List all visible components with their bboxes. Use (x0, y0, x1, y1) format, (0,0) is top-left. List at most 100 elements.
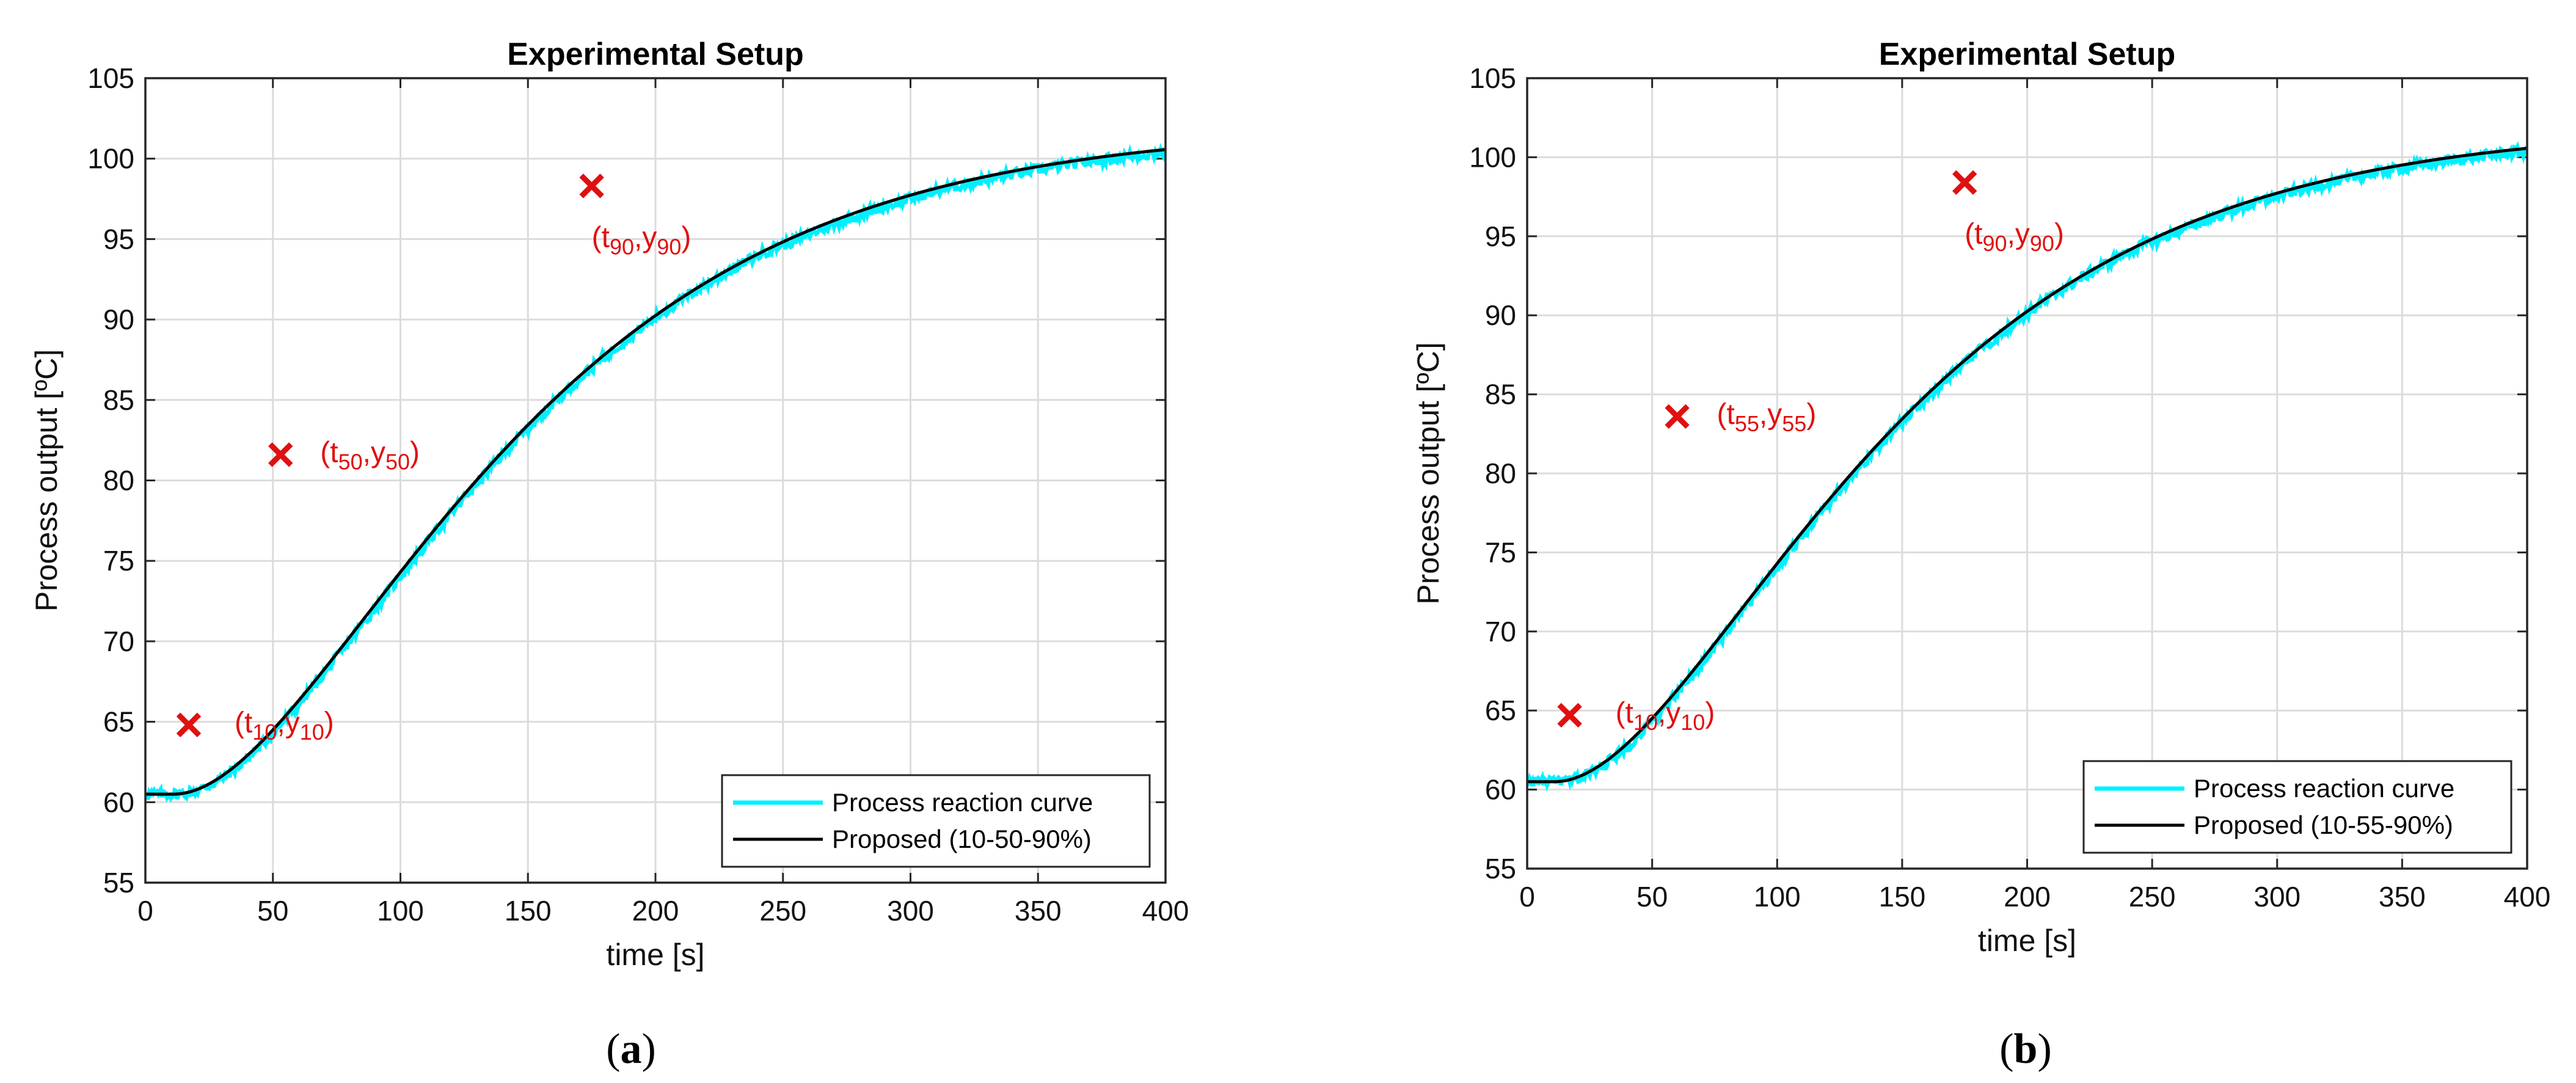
marker-subscript: 90 (610, 234, 634, 259)
y-tick-label: 55 (1485, 853, 1516, 884)
x-tick-label: 250 (759, 895, 806, 927)
y-tick-label: 85 (1485, 379, 1516, 410)
marker-label-text: ,y (1759, 398, 1782, 431)
marker-label-text: (t (235, 707, 252, 739)
legend: Process reaction curve Proposed (10-50-90… (721, 774, 1151, 868)
y-tick-label: 105 (87, 62, 134, 94)
marker-subscript: 90 (2030, 231, 2054, 256)
y-tick-label: 100 (87, 143, 134, 175)
y-tick-label: 60 (1485, 774, 1516, 806)
x-tick-label: 300 (887, 895, 934, 927)
legend-label: Proposed (10-55-90%) (2194, 811, 2453, 839)
marker-x-stroke (1557, 702, 1582, 728)
marker-point (1557, 702, 1582, 728)
marker-subscript: 50 (338, 449, 363, 474)
marker-subscript: 10 (1633, 710, 1658, 735)
x-tick-label: 0 (137, 895, 153, 927)
x-tick-label: 250 (2129, 881, 2176, 913)
legend: Process reaction curve Proposed (10-55-90… (2082, 760, 2512, 854)
axes-box (144, 77, 1167, 884)
marker-subscript: 90 (657, 234, 681, 259)
y-axis-label: Process output [ºC] (29, 349, 64, 612)
marker-label-text: ) (324, 707, 334, 739)
x-tick-label: 150 (505, 895, 552, 927)
marker-label-text: ,y (363, 436, 385, 469)
subfigure-caption-part: b (2014, 1026, 2038, 1073)
marker-point (176, 712, 202, 738)
plot-area (1527, 141, 2527, 792)
series-proposed-model (1527, 147, 2527, 784)
marker-subscript: 50 (385, 449, 410, 474)
marker-annotation: (t90,y90) (592, 221, 691, 259)
x-tick-label: 350 (1015, 895, 1062, 927)
chart-title: Experimental Setup (507, 37, 803, 72)
x-axis-label: time [s] (1978, 924, 2076, 958)
subfigure-caption-part: ( (606, 1026, 620, 1073)
marker-point (579, 173, 604, 199)
x-tick-label: 400 (2504, 881, 2551, 913)
marker-label-text: (t (592, 221, 610, 253)
marker-label-text: ) (1806, 398, 1816, 431)
marker-x-stroke (1952, 170, 1977, 195)
marker-label-text: ,y (277, 707, 299, 739)
x-axis-label: time [s] (606, 938, 704, 972)
y-tick-label: 95 (1485, 221, 1516, 252)
subfigure-caption-part: ) (2037, 1026, 2051, 1073)
y-tick-label: 55 (103, 867, 134, 899)
chart-panel-a: Experimental Setup 0 50 100 150 200 250 300 350 4… (29, 37, 1189, 1073)
plot-area (145, 142, 1166, 803)
axes-box (1526, 77, 2528, 870)
marker-label-text: (t (1965, 218, 1982, 250)
y-tick-label: 75 (1485, 536, 1516, 568)
legend-label: Process reaction curve (2194, 774, 2454, 803)
y-tick-label: 65 (1485, 695, 1516, 726)
marker-label-text: (t (1717, 398, 1735, 431)
y-tick-label: 90 (103, 304, 134, 335)
marker-annotation: (t90,y90) (1965, 218, 2064, 256)
marker-label-text: ,y (2007, 218, 2030, 250)
x-tick-label: 200 (2004, 881, 2051, 913)
series-proposed-model (145, 148, 1166, 796)
marker-x-stroke (268, 442, 293, 467)
y-tick-label: 90 (1485, 299, 1516, 331)
y-tick-label: 70 (1485, 616, 1516, 647)
subfigure-caption: (a) (606, 1026, 656, 1073)
marker-subscript: 90 (1983, 231, 2007, 256)
x-tick-label: 400 (1142, 895, 1189, 927)
marker-point (1665, 404, 1690, 429)
series-process-reaction-curve (1527, 141, 2527, 792)
marker-point (268, 442, 293, 467)
marker-label-text: ) (681, 221, 691, 253)
x-tick-label: 50 (257, 895, 288, 927)
x-tick-label: 100 (377, 895, 424, 927)
x-tick-label: 200 (632, 895, 679, 927)
y-tick-label: 95 (103, 223, 134, 255)
y-tick-label: 105 (1469, 62, 1516, 94)
subfigure-caption: (b) (1999, 1026, 2052, 1073)
x-tick-label: 350 (2379, 881, 2426, 913)
y-tick-label: 70 (103, 625, 134, 657)
legend-box (2082, 760, 2512, 854)
x-tick-label: 100 (1754, 881, 1801, 913)
marker-label-text: ) (410, 436, 420, 469)
marker-label-text: ,y (1658, 697, 1680, 729)
legend-box (721, 774, 1151, 868)
marker-x-stroke (176, 712, 202, 738)
marker-label-text: ) (2054, 218, 2064, 250)
marker-subscript: 55 (1782, 411, 1806, 436)
marker-label-text: ) (1705, 697, 1715, 729)
marker-subscript: 10 (1680, 710, 1705, 735)
subfigure-caption-part: ( (1999, 1026, 2013, 1073)
marker-x-stroke (1665, 404, 1690, 429)
marker-subscript: 10 (300, 720, 324, 745)
y-tick-label: 65 (103, 706, 134, 738)
series-process-reaction-curve (145, 142, 1166, 803)
legend-label: Process reaction curve (832, 788, 1093, 817)
x-tick-label: 150 (1879, 881, 1926, 913)
marker-annotation: (t50,y50) (320, 436, 420, 474)
y-tick-label: 80 (1485, 458, 1516, 489)
marker-annotation: (t10,y10) (235, 707, 334, 745)
marker-subscript: 10 (252, 720, 277, 745)
y-tick-label: 75 (103, 545, 134, 577)
